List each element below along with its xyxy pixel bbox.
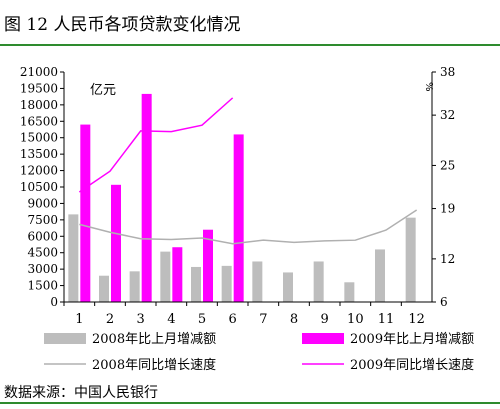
x-tick-label: 8 xyxy=(290,312,298,327)
left-tick-label: 7500 xyxy=(27,213,58,227)
legend-label: 2008年比上月增减额 xyxy=(92,332,216,347)
left-tick-label: 6000 xyxy=(27,229,58,243)
bar-2008-month-3 xyxy=(129,271,140,302)
x-tick-label: 4 xyxy=(167,312,175,327)
left-tick-label: 4500 xyxy=(27,246,58,260)
bottom-divider xyxy=(0,402,500,404)
top-divider xyxy=(0,44,500,46)
left-tick-label: 13500 xyxy=(20,147,58,161)
x-tick-label: 11 xyxy=(378,312,395,327)
bar-2008-month-5 xyxy=(191,266,201,302)
left-tick-label: 18000 xyxy=(20,98,58,112)
x-tick-label: 2 xyxy=(106,312,114,327)
legend: 2008年比上月增减额 2009年比上月增减额 2008年同比增长速度 2009年同比… xyxy=(44,332,474,373)
bar-2008-month-7 xyxy=(252,261,263,302)
legend-swatch xyxy=(44,333,86,344)
bar-2008-month-8 xyxy=(283,272,293,302)
right-tick-label: 38 xyxy=(440,65,455,79)
right-unit-label: % xyxy=(423,82,434,92)
left-tick-label: 15000 xyxy=(20,131,58,145)
left-tick-label: 1500 xyxy=(27,279,58,293)
x-tick-label: 1 xyxy=(75,312,83,327)
left-tick-label: 3000 xyxy=(27,262,58,276)
x-tick-label: 5 xyxy=(198,312,206,327)
legend-label: 2009年比上月增减额 xyxy=(350,332,474,347)
left-tick-label: 9000 xyxy=(27,196,58,210)
left-unit-label: 亿元 xyxy=(90,83,116,98)
chart-canvas: 0 1500 3000 4500 6000 7500 9000 10500 12000 13500… xyxy=(20,65,474,373)
right-tick-label: 6 xyxy=(440,295,448,309)
axes-layer: 0 1500 3000 4500 6000 7500 9000 10500 12000 13500… xyxy=(20,65,455,327)
legend-label: 2008年同比增长速度 xyxy=(92,357,216,373)
x-tick-label: 6 xyxy=(229,312,237,327)
legend-swatch xyxy=(302,333,344,344)
bar-2009-month-1 xyxy=(80,124,91,302)
left-tick-label: 19500 xyxy=(20,81,58,95)
bar-2008-month-1 xyxy=(68,214,79,302)
left-tick-label: 0 xyxy=(50,295,58,309)
bar-2008-month-6 xyxy=(221,265,232,302)
bar-2008-month-12 xyxy=(405,217,416,302)
bar-2008-month-10 xyxy=(344,282,355,302)
bar-2009-month-6 xyxy=(233,134,244,302)
left-tick-label: 16500 xyxy=(20,114,58,128)
bar-2009-month-2 xyxy=(111,184,121,302)
right-tick-label: 12 xyxy=(440,252,455,266)
left-tick-label: 10500 xyxy=(20,180,58,194)
right-tick-label: 25 xyxy=(440,158,455,172)
line-2008-growth xyxy=(79,209,418,245)
left-tick-label: 21000 xyxy=(20,65,58,79)
bar-2008-month-4 xyxy=(160,251,171,302)
bar-2008-month-9 xyxy=(313,261,324,302)
chart-title: 图 12 人民币各项贷款变化情况 xyxy=(4,15,241,35)
left-tick-label: 12000 xyxy=(20,164,58,178)
right-tick-label: 19 xyxy=(440,202,455,216)
x-tick-label: 7 xyxy=(259,312,267,327)
bar-2008-month-11 xyxy=(375,249,385,302)
x-tick-label: 3 xyxy=(137,312,145,327)
legend-label: 2009年同比增长速度 xyxy=(350,357,474,373)
bar-2009-month-4 xyxy=(172,247,183,302)
lines-layer xyxy=(78,97,418,245)
x-tick-label: 9 xyxy=(321,312,329,327)
bar-2008-month-2 xyxy=(99,275,109,302)
x-tick-label: 12 xyxy=(408,312,425,327)
right-tick-label: 32 xyxy=(440,108,455,122)
data-source: 数据来源：中国人民银行 xyxy=(4,385,158,401)
x-tick-label: 10 xyxy=(347,312,364,327)
bars-layer xyxy=(68,93,416,303)
line-2009-growth xyxy=(78,97,234,193)
bar-2009-month-3 xyxy=(141,93,152,303)
bar-2009-month-5 xyxy=(203,229,213,302)
